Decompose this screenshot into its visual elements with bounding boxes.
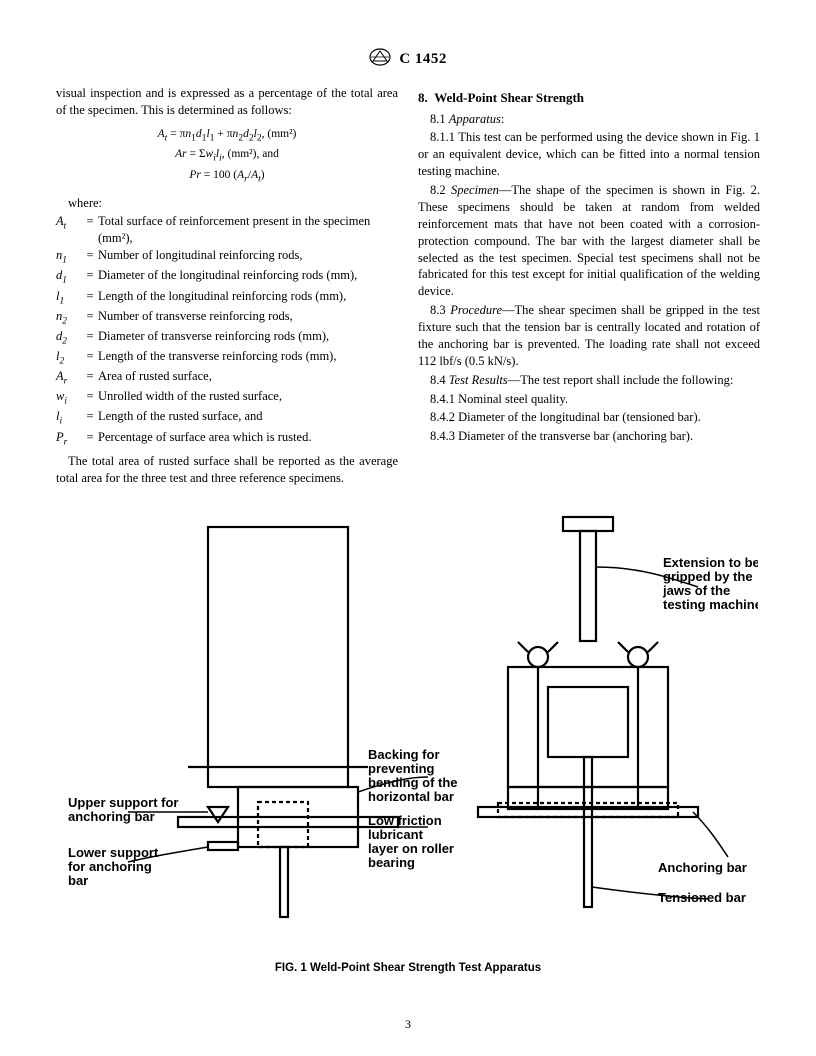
p-8-4-3: 8.4.3 Diameter of the transverse bar (an… xyxy=(418,428,760,445)
closing-text: The total area of rusted surface shall b… xyxy=(56,453,398,487)
label-low-friction: Low friction lubricant layer on roller b… xyxy=(368,813,458,870)
def-l1: l1=Length of the longitudinal reinforcin… xyxy=(56,288,398,308)
equations: At = πn1d1l1 + πn2d2l2, (mm²) Ar = Σwili… xyxy=(56,125,398,187)
p-8-4-2: 8.4.2 Diameter of the longitudinal bar (… xyxy=(418,409,760,426)
label-anchoring: Anchoring bar xyxy=(658,860,747,875)
p-8-1-1: 8.1.1 This test can be performed using t… xyxy=(418,129,760,180)
def-d2: d2=Diameter of transverse reinforcing ro… xyxy=(56,328,398,348)
designation: C 1452 xyxy=(399,51,447,67)
eq-3: Pr = 100 (Ar/At) xyxy=(56,166,398,187)
section-8-head: 8. Weld-Point Shear Strength xyxy=(418,89,760,107)
eq-2: Ar = Σwili, (mm²), and xyxy=(56,145,398,166)
def-n1: n1=Number of longitudinal reinforcing ro… xyxy=(56,247,398,267)
def-wi: wi=Unrolled width of the rusted surface, xyxy=(56,388,398,408)
figure-1-caption: FIG. 1 Weld-Point Shear Strength Test Ap… xyxy=(56,962,760,974)
label-tensioned: Tensioned bar xyxy=(658,890,746,905)
p-8-4-1: 8.4.1 Nominal steel quality. xyxy=(418,391,760,408)
def-Pr: Pr=Percentage of surface area which is r… xyxy=(56,429,398,449)
where-label: where: xyxy=(56,195,398,212)
def-l2: l2=Length of the transverse reinforcing … xyxy=(56,348,398,368)
def-d1: d1=Diameter of the longitudinal reinforc… xyxy=(56,267,398,287)
page-number: 3 xyxy=(0,1017,816,1032)
label-extension: Extension to be gripped by the jaws of t… xyxy=(662,555,758,612)
p-8-2: 8.2 Specimen—The shape of the specimen i… xyxy=(418,182,760,300)
def-li: li=Length of the rusted surface, and xyxy=(56,408,398,428)
figure-1-svg: Upper support for anchoring bar Lower su… xyxy=(58,507,758,947)
astm-logo xyxy=(369,48,391,71)
p-8-1: 8.1 Apparatus: xyxy=(418,111,760,128)
eq-1: At = πn1d1l1 + πn2d2l2, (mm²) xyxy=(56,125,398,146)
page-header: C 1452 xyxy=(56,48,760,71)
label-backing: Backing for preventing bending of the ho… xyxy=(368,747,461,804)
label-upper-support: Upper support for anchoring bar xyxy=(68,795,182,824)
def-At: At=Total surface of reinforcement presen… xyxy=(56,213,398,247)
body-columns: visual inspection and is expressed as a … xyxy=(56,85,760,489)
def-Ar: Ar=Area of rusted surface, xyxy=(56,368,398,388)
p-8-3: 8.3 Procedure—The shear specimen shall b… xyxy=(418,302,760,370)
p-8-4: 8.4 Test Results—The test report shall i… xyxy=(418,372,760,389)
intro-text: visual inspection and is expressed as a … xyxy=(56,85,398,119)
label-lower-support: Lower support for anchoring bar xyxy=(68,845,162,888)
figure-1: Upper support for anchoring bar Lower su… xyxy=(56,507,760,974)
def-n2: n2=Number of transverse reinforcing rods… xyxy=(56,308,398,328)
